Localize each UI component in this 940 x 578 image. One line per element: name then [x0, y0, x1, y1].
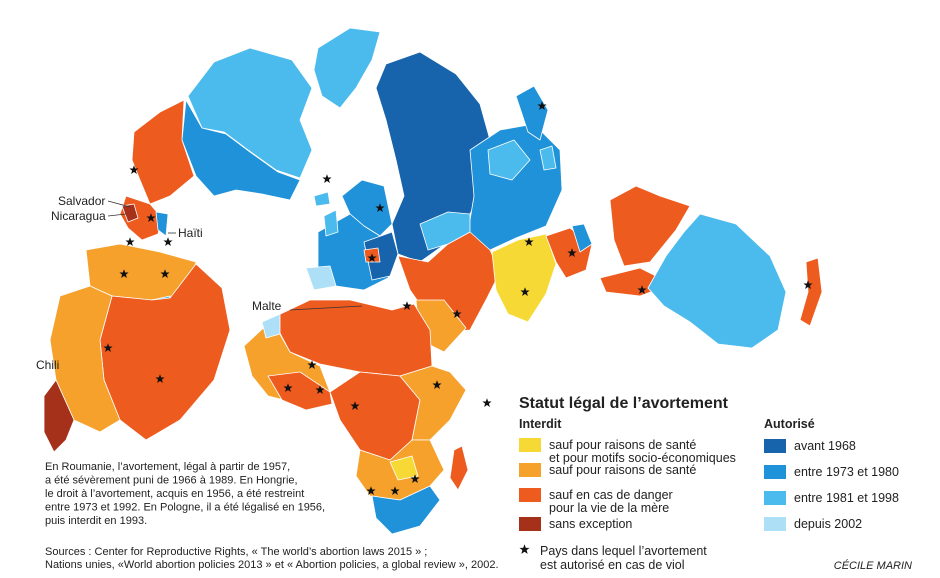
callout-line: [107, 200, 131, 208]
east-africa: [399, 365, 467, 441]
western-sahara: [261, 313, 281, 339]
legend-star-note: Pays dans lequel l’avortement: [540, 544, 707, 558]
country-label: Haïti: [178, 226, 203, 240]
country-label: Nicaragua: [51, 209, 106, 223]
russia: [375, 51, 491, 263]
usa: [181, 99, 301, 201]
legend-label: et pour motifs socio-économiques: [549, 451, 736, 465]
legend-label: avant 1968: [794, 439, 856, 453]
legend-swatch: [519, 463, 541, 477]
legend-swatch: [764, 491, 786, 505]
mongolia: [487, 139, 531, 181]
credit: CÉCILE MARIN: [834, 559, 912, 572]
note-line: a été sévèrement puni de 1966 à 1989. En…: [45, 475, 298, 487]
legend-title: Statut légal de l’avortement: [519, 395, 729, 412]
note-line: En Roumanie, l’avortement, légal à parti…: [45, 461, 290, 473]
new-zealand: [799, 257, 823, 327]
legend-heading: Interdit: [519, 417, 562, 431]
legend-swatch: [764, 517, 786, 531]
legend-swatch: [519, 488, 541, 502]
source-line: Nations unies, «World abortion policies …: [45, 559, 499, 571]
countries: [43, 27, 823, 535]
note-line: puis interdit en 1993.: [45, 515, 147, 527]
cuba: [155, 211, 169, 237]
legend-swatch: [519, 438, 541, 452]
star-marker: [125, 237, 135, 246]
callouts: [107, 200, 363, 311]
star-marker: [163, 237, 173, 246]
note-line: le droit à l’avortement, acquis en 1956,…: [45, 488, 304, 500]
note-block: En Roumanie, l’avortement, légal à parti…: [45, 461, 912, 572]
eastern-europe: [363, 231, 399, 281]
country-label: Chili: [36, 358, 59, 372]
callout-line: [107, 213, 127, 217]
legend-swatch: [519, 517, 541, 531]
north-africa: [271, 299, 433, 377]
gulf-guinea: [267, 371, 333, 411]
legend-star-note: est autorisé en cas de viol: [540, 558, 685, 572]
legend-label: sans exception: [549, 517, 632, 531]
legend: Statut légal de l’avortement Interdit Au…: [519, 395, 899, 572]
legend-label: entre 1973 et 1980: [794, 465, 899, 479]
chile: [43, 379, 75, 453]
central-asia: [419, 211, 471, 251]
legend-heading: Autorisé: [764, 417, 815, 431]
legend-swatch: [764, 465, 786, 479]
country-label: Salvador: [58, 194, 105, 208]
zambia: [389, 455, 419, 481]
legend-label: sauf pour raisons de santé: [549, 438, 696, 452]
portugal-spain: [305, 265, 337, 291]
philippines-borneo: [609, 185, 691, 267]
legend-label: depuis 2002: [794, 517, 862, 531]
australia: [647, 213, 787, 349]
madagascar: [449, 445, 469, 491]
legend-label: sauf en cas de danger: [549, 488, 673, 502]
callout-line: [289, 305, 363, 311]
salvador-nicaragua: [121, 203, 139, 223]
legend-label: entre 1981 et 1998: [794, 491, 899, 505]
canada: [187, 47, 313, 179]
note-line: entre 1973 et 1992. En Pologne, il a été…: [45, 502, 325, 514]
south-africa: [371, 485, 441, 535]
japan: [515, 85, 549, 141]
uk-ireland: [323, 209, 339, 237]
iceland: [313, 191, 331, 207]
legend-label: pour la vie de la mère: [549, 501, 669, 515]
india: [491, 233, 557, 323]
star-marker: [322, 174, 332, 183]
source-line: Sources : Center for Reproductive Rights…: [45, 546, 427, 558]
peru-bolivia: [49, 285, 121, 433]
korea: [539, 145, 557, 171]
star-marker: [482, 398, 492, 407]
country-label: Malte: [252, 299, 282, 313]
vietnam: [571, 223, 593, 253]
legend-star: [519, 544, 530, 554]
greenland: [313, 27, 381, 109]
legend-swatch: [764, 439, 786, 453]
legend-label: sauf pour raisons de santé: [549, 463, 696, 477]
